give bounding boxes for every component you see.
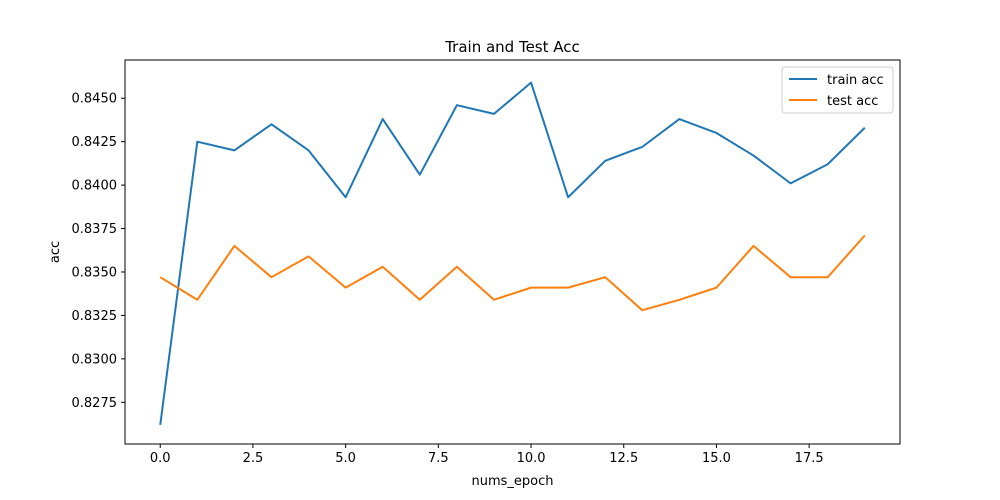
y-tick-label: 0.8375 [72, 222, 118, 237]
series-line-train-acc [159, 81, 866, 426]
y-tick-label: 0.8275 [72, 396, 118, 411]
y-tick-label: 0.8400 [72, 179, 118, 194]
x-tick-label: 17.5 [795, 451, 824, 466]
x-tick-label: 5.0 [335, 451, 356, 466]
x-tick-label: 10.0 [517, 451, 546, 466]
x-tick-label: 7.5 [428, 451, 449, 466]
y-tick-label: 0.8350 [72, 265, 118, 280]
y-tick-label: 0.8300 [72, 352, 118, 367]
legend: train acc test acc [781, 66, 894, 114]
x-axis-ticks: 0.0 2.5 5.0 7.5 10.0 12.5 15.0 17.5 [150, 444, 824, 466]
x-tick-label: 12.5 [609, 451, 638, 466]
y-axis-ticks: 0.8275 0.8300 0.8325 0.8350 0.8375 0.8400 0.84… [72, 92, 125, 411]
chart-title: Train and Test Acc [444, 38, 580, 56]
x-axis-label: nums_epoch [471, 474, 553, 489]
y-tick-label: 0.8325 [72, 309, 118, 324]
plot-frame [124, 59, 901, 445]
x-tick-label: 0.0 [150, 451, 171, 466]
legend-label-test-acc: test acc [827, 94, 878, 109]
x-tick-label: 2.5 [243, 451, 264, 466]
y-tick-label: 0.8450 [72, 92, 118, 107]
x-tick-label: 15.0 [702, 451, 731, 466]
series-layer [159, 81, 866, 426]
series-line-test-acc [159, 234, 866, 312]
y-tick-label: 0.8425 [72, 135, 118, 150]
y-axis-label: acc [48, 241, 63, 263]
legend-label-train-acc: train acc [827, 73, 884, 88]
